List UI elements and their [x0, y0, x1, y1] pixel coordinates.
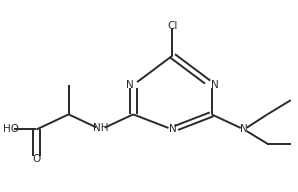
Text: N: N: [126, 80, 134, 90]
Text: NH: NH: [93, 123, 108, 133]
Text: HO: HO: [3, 124, 19, 134]
Text: N: N: [240, 124, 248, 134]
Text: Cl: Cl: [167, 21, 178, 31]
Text: N: N: [168, 124, 176, 134]
Text: N: N: [211, 80, 218, 90]
Text: O: O: [32, 154, 41, 164]
